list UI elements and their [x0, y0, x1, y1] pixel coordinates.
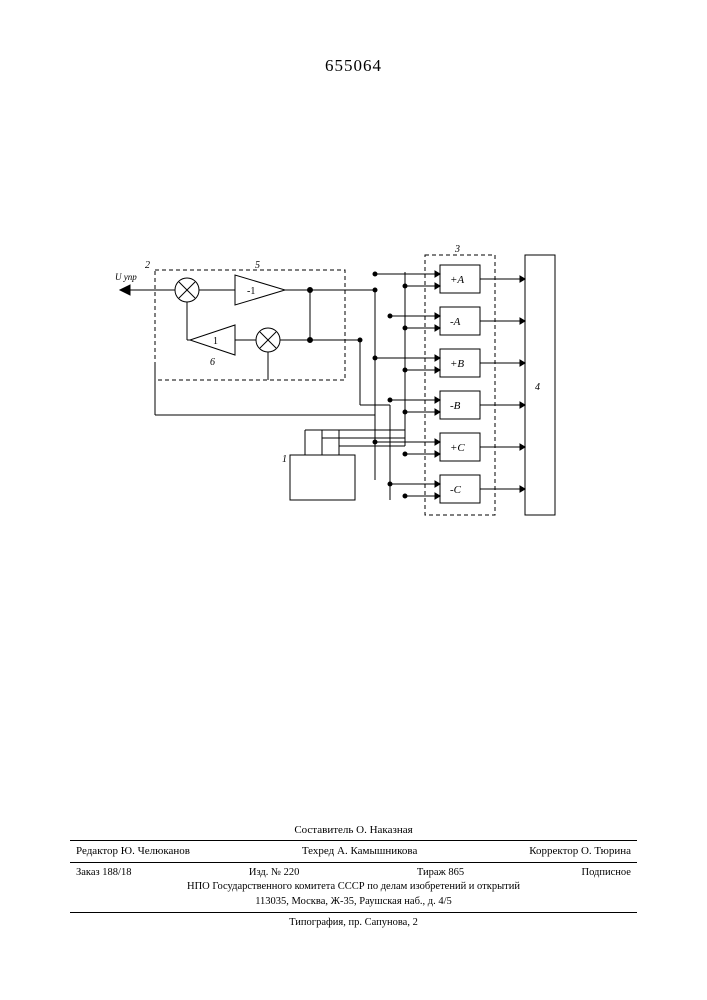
channel-label: -A: [450, 316, 461, 328]
input-label: U упр: [115, 272, 137, 282]
label-6: 6: [210, 357, 215, 368]
channel-label: +A: [450, 274, 464, 286]
footer: Составитель О. Наказная Редактор Ю. Челю…: [70, 823, 637, 930]
divider: [70, 840, 637, 841]
credits-row: Редактор Ю. Челюканов Техред А. Камышник…: [70, 844, 637, 859]
editor: Редактор Ю. Челюканов: [76, 844, 190, 859]
label-3: 3: [454, 244, 460, 255]
amp6-label: 1: [213, 336, 218, 347]
label-5: 5: [255, 260, 260, 271]
label-2: 2: [145, 260, 150, 271]
imprint-row: Заказ 188/18 Изд. № 220 Тираж 865 Подпис…: [70, 866, 637, 880]
label-4: 4: [535, 382, 540, 393]
izd-no: Изд. № 220: [249, 866, 300, 880]
doc-number: 655064: [0, 56, 707, 76]
sub: Подписное: [582, 866, 631, 880]
compiler-line: Составитель О. Наказная: [70, 823, 637, 838]
techred: Техред А. Камышникова: [302, 844, 417, 859]
org-line-2: 113035, Москва, Ж-35, Раушская наб., д. …: [70, 895, 637, 909]
channel-label: -B: [450, 400, 461, 412]
divider: [70, 912, 637, 913]
order-no: Заказ 188/18: [76, 866, 131, 880]
tirazh: Тираж 865: [417, 866, 464, 880]
channel-label: -C: [450, 484, 462, 496]
corrector: Корректор О. Тюрина: [529, 844, 631, 859]
circuit-diagram: 2 U упр -1 5 1 6: [115, 250, 565, 570]
amp5-label: -1: [247, 286, 255, 297]
channel-label: +B: [450, 358, 464, 370]
channel-label: +C: [450, 442, 465, 454]
label-1: 1: [282, 454, 287, 465]
divider: [70, 862, 637, 863]
printer-line: Типография, пр. Сапунова, 2: [70, 916, 637, 930]
org-line-1: НПО Государственного комитета СССР по де…: [70, 880, 637, 894]
